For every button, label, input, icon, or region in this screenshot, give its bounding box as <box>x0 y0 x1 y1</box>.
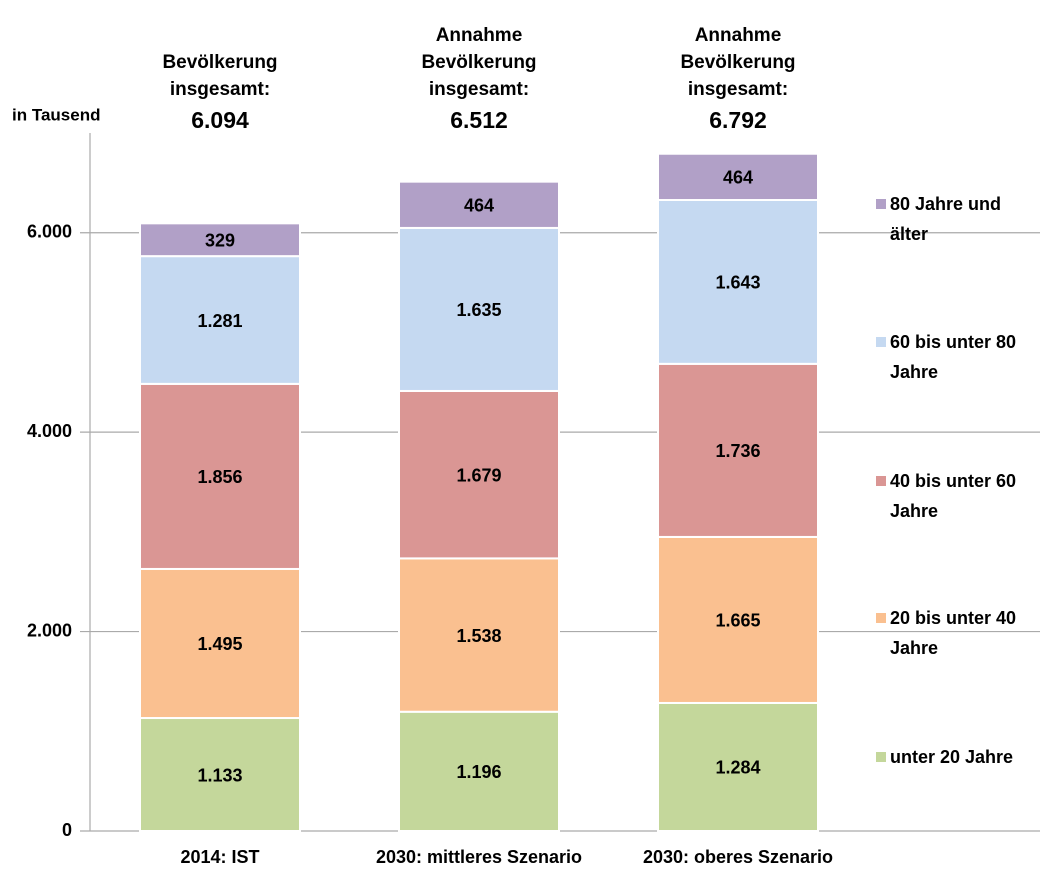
legend-swatch <box>876 613 886 623</box>
x-tick-label: 2030: mittleres Szenario <box>376 847 582 867</box>
total-heading: Bevölkerung <box>162 52 277 73</box>
value-label: 1.643 <box>715 273 760 293</box>
bar-segment <box>398 710 560 832</box>
x-tick-label: 2030: oberes Szenario <box>643 847 833 867</box>
value-label: 1.133 <box>197 765 242 785</box>
total-label: 6.512 <box>450 107 508 133</box>
bar-segment <box>657 362 819 538</box>
legend-swatch <box>876 337 886 347</box>
value-label: 1.538 <box>456 626 501 646</box>
value-label: 464 <box>723 168 753 188</box>
total-heading: Annahme <box>436 25 523 46</box>
total-label: 6.094 <box>191 107 249 133</box>
bar-segment <box>398 389 560 560</box>
legend-swatch <box>876 476 886 486</box>
value-label: 1.736 <box>715 441 760 461</box>
x-tick-label: 2014: IST <box>180 847 259 867</box>
bar-segment <box>139 255 301 385</box>
value-label: 1.495 <box>197 634 242 654</box>
bar-segment <box>139 717 301 833</box>
legend-label: 20 bis unter 40 Jahre <box>890 608 1017 658</box>
value-label: 1.679 <box>456 465 501 485</box>
bar-segment <box>139 222 301 258</box>
value-label: 1.856 <box>197 467 242 487</box>
value-label: 329 <box>205 230 235 250</box>
value-label: 1.284 <box>715 758 760 778</box>
bar-segment <box>398 226 560 392</box>
y-tick-label: 6.000 <box>27 221 72 241</box>
bar-segment <box>398 180 560 229</box>
y-tick-label: 4.000 <box>27 421 72 441</box>
legend-label: 80 Jahre und älter <box>890 194 1002 244</box>
value-label: 1.196 <box>456 762 501 782</box>
bar-segment <box>398 557 560 713</box>
value-label: 1.665 <box>715 611 760 631</box>
value-label: 1.281 <box>197 311 242 331</box>
bar-segment <box>657 535 819 704</box>
total-heading: insgesamt: <box>688 79 788 100</box>
total-heading: insgesamt: <box>170 79 270 100</box>
legend-swatch <box>876 199 886 209</box>
total-heading: Annahme <box>695 25 782 46</box>
legend-label: 40 bis unter 60 Jahre <box>890 471 1017 521</box>
total-heading: Bevölkerung <box>421 52 536 73</box>
bar-segment <box>657 152 819 202</box>
bar-segment <box>657 199 819 365</box>
value-label: 1.635 <box>456 300 501 320</box>
y-tick-label: 0 <box>62 820 72 840</box>
total-heading: Bevölkerung <box>680 52 795 73</box>
legend-label: unter 20 Jahre <box>890 747 1014 767</box>
legend-swatch <box>876 752 886 762</box>
total-heading: insgesamt: <box>429 79 529 100</box>
bar-segment <box>139 382 301 570</box>
value-label: 464 <box>464 196 494 216</box>
y-axis-label: in Tausend <box>12 105 100 124</box>
legend-label: 60 bis unter 80 Jahre <box>890 332 1017 382</box>
y-tick-label: 2.000 <box>27 620 72 640</box>
total-label: 6.792 <box>709 107 767 133</box>
